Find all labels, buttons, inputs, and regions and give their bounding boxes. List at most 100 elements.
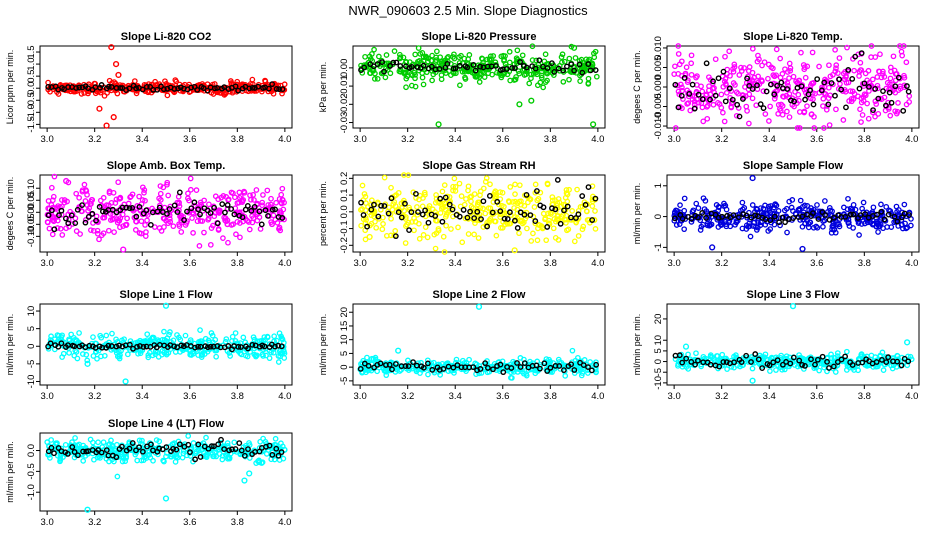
data-point bbox=[433, 192, 439, 198]
reference-point bbox=[821, 79, 828, 86]
reference-point bbox=[249, 84, 256, 91]
outlier-point bbox=[516, 101, 523, 108]
data-point bbox=[822, 91, 829, 97]
data-point bbox=[136, 230, 143, 236]
data-point bbox=[561, 58, 568, 65]
data-point bbox=[266, 355, 273, 362]
data-point bbox=[820, 223, 826, 230]
y-tick-label: 1 bbox=[653, 183, 664, 188]
data-point bbox=[722, 53, 728, 60]
panel-title: Slope Amb. Box Temp. bbox=[107, 160, 226, 172]
data-point bbox=[259, 351, 266, 358]
data-point bbox=[201, 229, 207, 236]
data-point bbox=[855, 93, 861, 100]
data-point bbox=[251, 197, 257, 203]
data-point bbox=[466, 356, 472, 363]
data-point bbox=[796, 109, 803, 115]
data-point bbox=[790, 208, 796, 214]
outlier-point bbox=[475, 303, 483, 310]
data-point bbox=[476, 74, 483, 80]
y-axis-label: degees C per min. bbox=[5, 177, 15, 251]
reference-point bbox=[712, 92, 719, 99]
reference-point bbox=[428, 63, 435, 70]
reference-point bbox=[571, 67, 578, 74]
data-point bbox=[127, 347, 133, 353]
data-point bbox=[359, 206, 365, 212]
data-point bbox=[132, 227, 139, 233]
data-point bbox=[549, 194, 556, 200]
data-point bbox=[232, 338, 239, 344]
data-point bbox=[174, 332, 180, 338]
y-tick-label: -0.03 bbox=[339, 112, 350, 134]
data-point bbox=[810, 79, 817, 86]
outlier-point bbox=[122, 378, 129, 385]
data-point bbox=[493, 232, 500, 239]
data-point bbox=[836, 55, 843, 61]
data-point bbox=[530, 230, 536, 237]
data-point bbox=[519, 220, 526, 227]
data-point bbox=[844, 363, 851, 369]
reference-point bbox=[184, 208, 190, 215]
reference-point bbox=[845, 67, 852, 73]
data-point bbox=[827, 359, 834, 366]
data-point bbox=[784, 80, 791, 86]
panel-title: Slope Line 3 Flow bbox=[747, 289, 840, 301]
data-point bbox=[887, 81, 893, 88]
data-point bbox=[675, 362, 681, 369]
reference-point bbox=[740, 96, 746, 102]
data-point bbox=[57, 225, 64, 232]
x-tick-label: 3.8 bbox=[544, 391, 557, 402]
data-point bbox=[257, 226, 264, 232]
reference-point bbox=[178, 342, 185, 349]
reference-point bbox=[200, 85, 207, 92]
data-point bbox=[743, 226, 750, 232]
reference-point bbox=[880, 88, 886, 95]
reference-point bbox=[774, 357, 781, 364]
data-point bbox=[874, 74, 881, 80]
data-point bbox=[203, 434, 209, 441]
data-point bbox=[768, 203, 774, 209]
data-point bbox=[523, 371, 530, 377]
data-point bbox=[431, 231, 438, 238]
data-point bbox=[440, 233, 447, 240]
data-point bbox=[516, 70, 523, 77]
data-point bbox=[383, 52, 390, 58]
data-point bbox=[826, 204, 833, 211]
reference-point bbox=[695, 357, 701, 364]
outlier-point bbox=[395, 347, 402, 354]
data-point bbox=[857, 59, 864, 66]
data-point bbox=[685, 93, 692, 100]
reference-point bbox=[901, 355, 908, 362]
data-point bbox=[833, 65, 839, 72]
data-point bbox=[493, 191, 499, 198]
data-point bbox=[422, 53, 429, 60]
data-point bbox=[400, 54, 407, 61]
reference-point bbox=[136, 203, 143, 210]
x-tick-label: 3.8 bbox=[858, 134, 871, 145]
reference-point bbox=[464, 64, 471, 71]
outlier-point bbox=[241, 477, 248, 484]
data-point bbox=[445, 53, 452, 60]
data-point bbox=[806, 219, 813, 226]
reference-point bbox=[490, 366, 496, 373]
reference-point bbox=[767, 217, 774, 224]
panel-5: Slope Gas Stream RH3.0 3.2 3.4 3.6 3.8 4.0-0.… bbox=[318, 160, 606, 269]
data-point bbox=[858, 351, 865, 357]
data-point bbox=[566, 76, 572, 83]
data-point bbox=[268, 349, 274, 356]
data-point bbox=[773, 46, 780, 53]
data-point bbox=[581, 357, 588, 363]
reference-point bbox=[544, 368, 551, 374]
data-point bbox=[373, 224, 380, 231]
reference-point bbox=[568, 361, 575, 368]
data-point bbox=[215, 227, 222, 233]
data-point bbox=[442, 213, 449, 220]
reference-point bbox=[389, 366, 395, 373]
reference-point bbox=[508, 365, 515, 371]
data-point bbox=[746, 120, 752, 127]
data-point bbox=[186, 197, 192, 204]
reference-point bbox=[126, 205, 133, 212]
plot-frame bbox=[39, 174, 293, 253]
reference-point bbox=[592, 67, 599, 74]
reference-point bbox=[47, 340, 54, 347]
